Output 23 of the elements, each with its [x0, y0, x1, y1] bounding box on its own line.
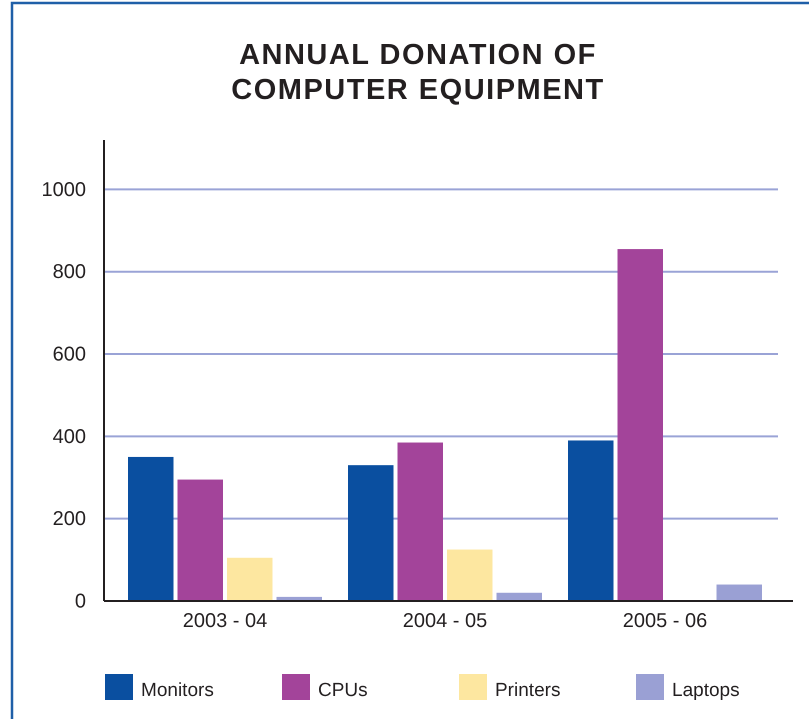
bar: [618, 249, 663, 601]
legend-label: Printers: [495, 680, 560, 701]
bar: [178, 480, 223, 601]
y-tick-label: 600: [52, 343, 86, 366]
y-tick-label: 800: [52, 261, 86, 284]
bar: [128, 456, 174, 601]
legend-label: CPUs: [318, 680, 368, 701]
bar: [447, 550, 492, 601]
bar: [568, 440, 614, 601]
x-tick-label: 2003 - 04: [182, 610, 268, 632]
legend-label: Laptops: [672, 680, 740, 701]
x-tick-label: 2004 - 05: [402, 610, 488, 632]
y-tick-label: 1000: [42, 178, 86, 201]
y-tick-label: 200: [52, 508, 86, 530]
legend-label: Monitors: [141, 680, 214, 701]
bar: [398, 442, 443, 601]
x-tick-label: 2005 - 06: [622, 610, 708, 632]
y-tick-label: 0: [74, 590, 86, 612]
bar: [348, 465, 394, 601]
y-tick-label: 400: [52, 426, 86, 448]
chart-title: ANNUAL DONATION OF COMPUTER EQUIPMENT: [231, 39, 605, 106]
bar: [227, 558, 272, 601]
bar: [716, 584, 762, 601]
